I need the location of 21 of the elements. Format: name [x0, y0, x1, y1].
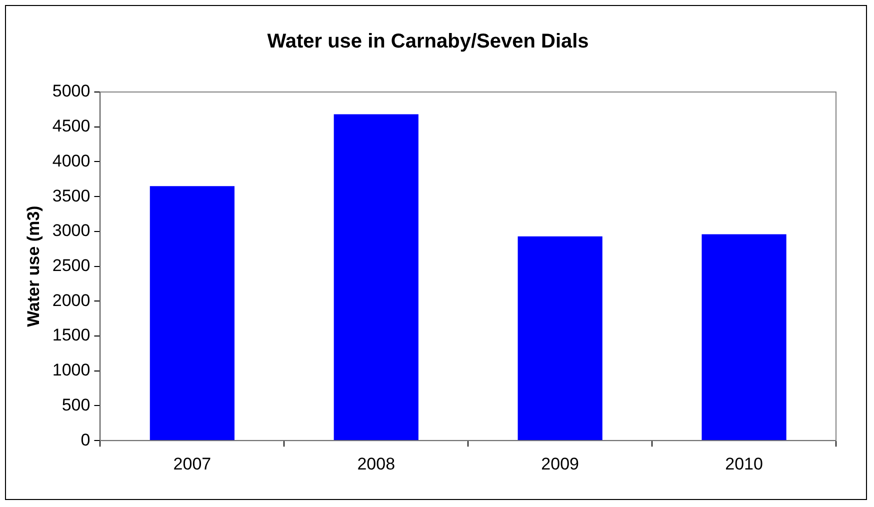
y-tick-label: 0 — [80, 430, 90, 450]
y-tick-label: 2000 — [52, 290, 90, 310]
chart-title: Water use in Carnaby/Seven Dials — [267, 30, 589, 53]
bar — [702, 234, 786, 440]
y-tick-label: 3000 — [52, 221, 90, 240]
y-axis-title: Water use (m3) — [24, 206, 43, 327]
y-tick-label: 1500 — [52, 326, 90, 345]
y-tick-label: 4500 — [52, 116, 90, 136]
y-tick-label: 2500 — [52, 256, 90, 275]
x-tick-label: 2008 — [357, 454, 396, 474]
y-tick-label: 4000 — [52, 151, 90, 170]
y-tick-label: 1000 — [52, 360, 90, 380]
x-tick-label: 2010 — [725, 454, 763, 474]
bar — [518, 236, 602, 440]
y-tick-label: 500 — [62, 395, 90, 414]
bar — [150, 186, 234, 440]
x-tick-label: 2009 — [541, 454, 579, 474]
x-tick-label: 2007 — [173, 454, 212, 474]
bar — [334, 114, 418, 440]
y-tick-label: 3500 — [52, 186, 90, 206]
y-tick-label: 5000 — [52, 82, 90, 101]
